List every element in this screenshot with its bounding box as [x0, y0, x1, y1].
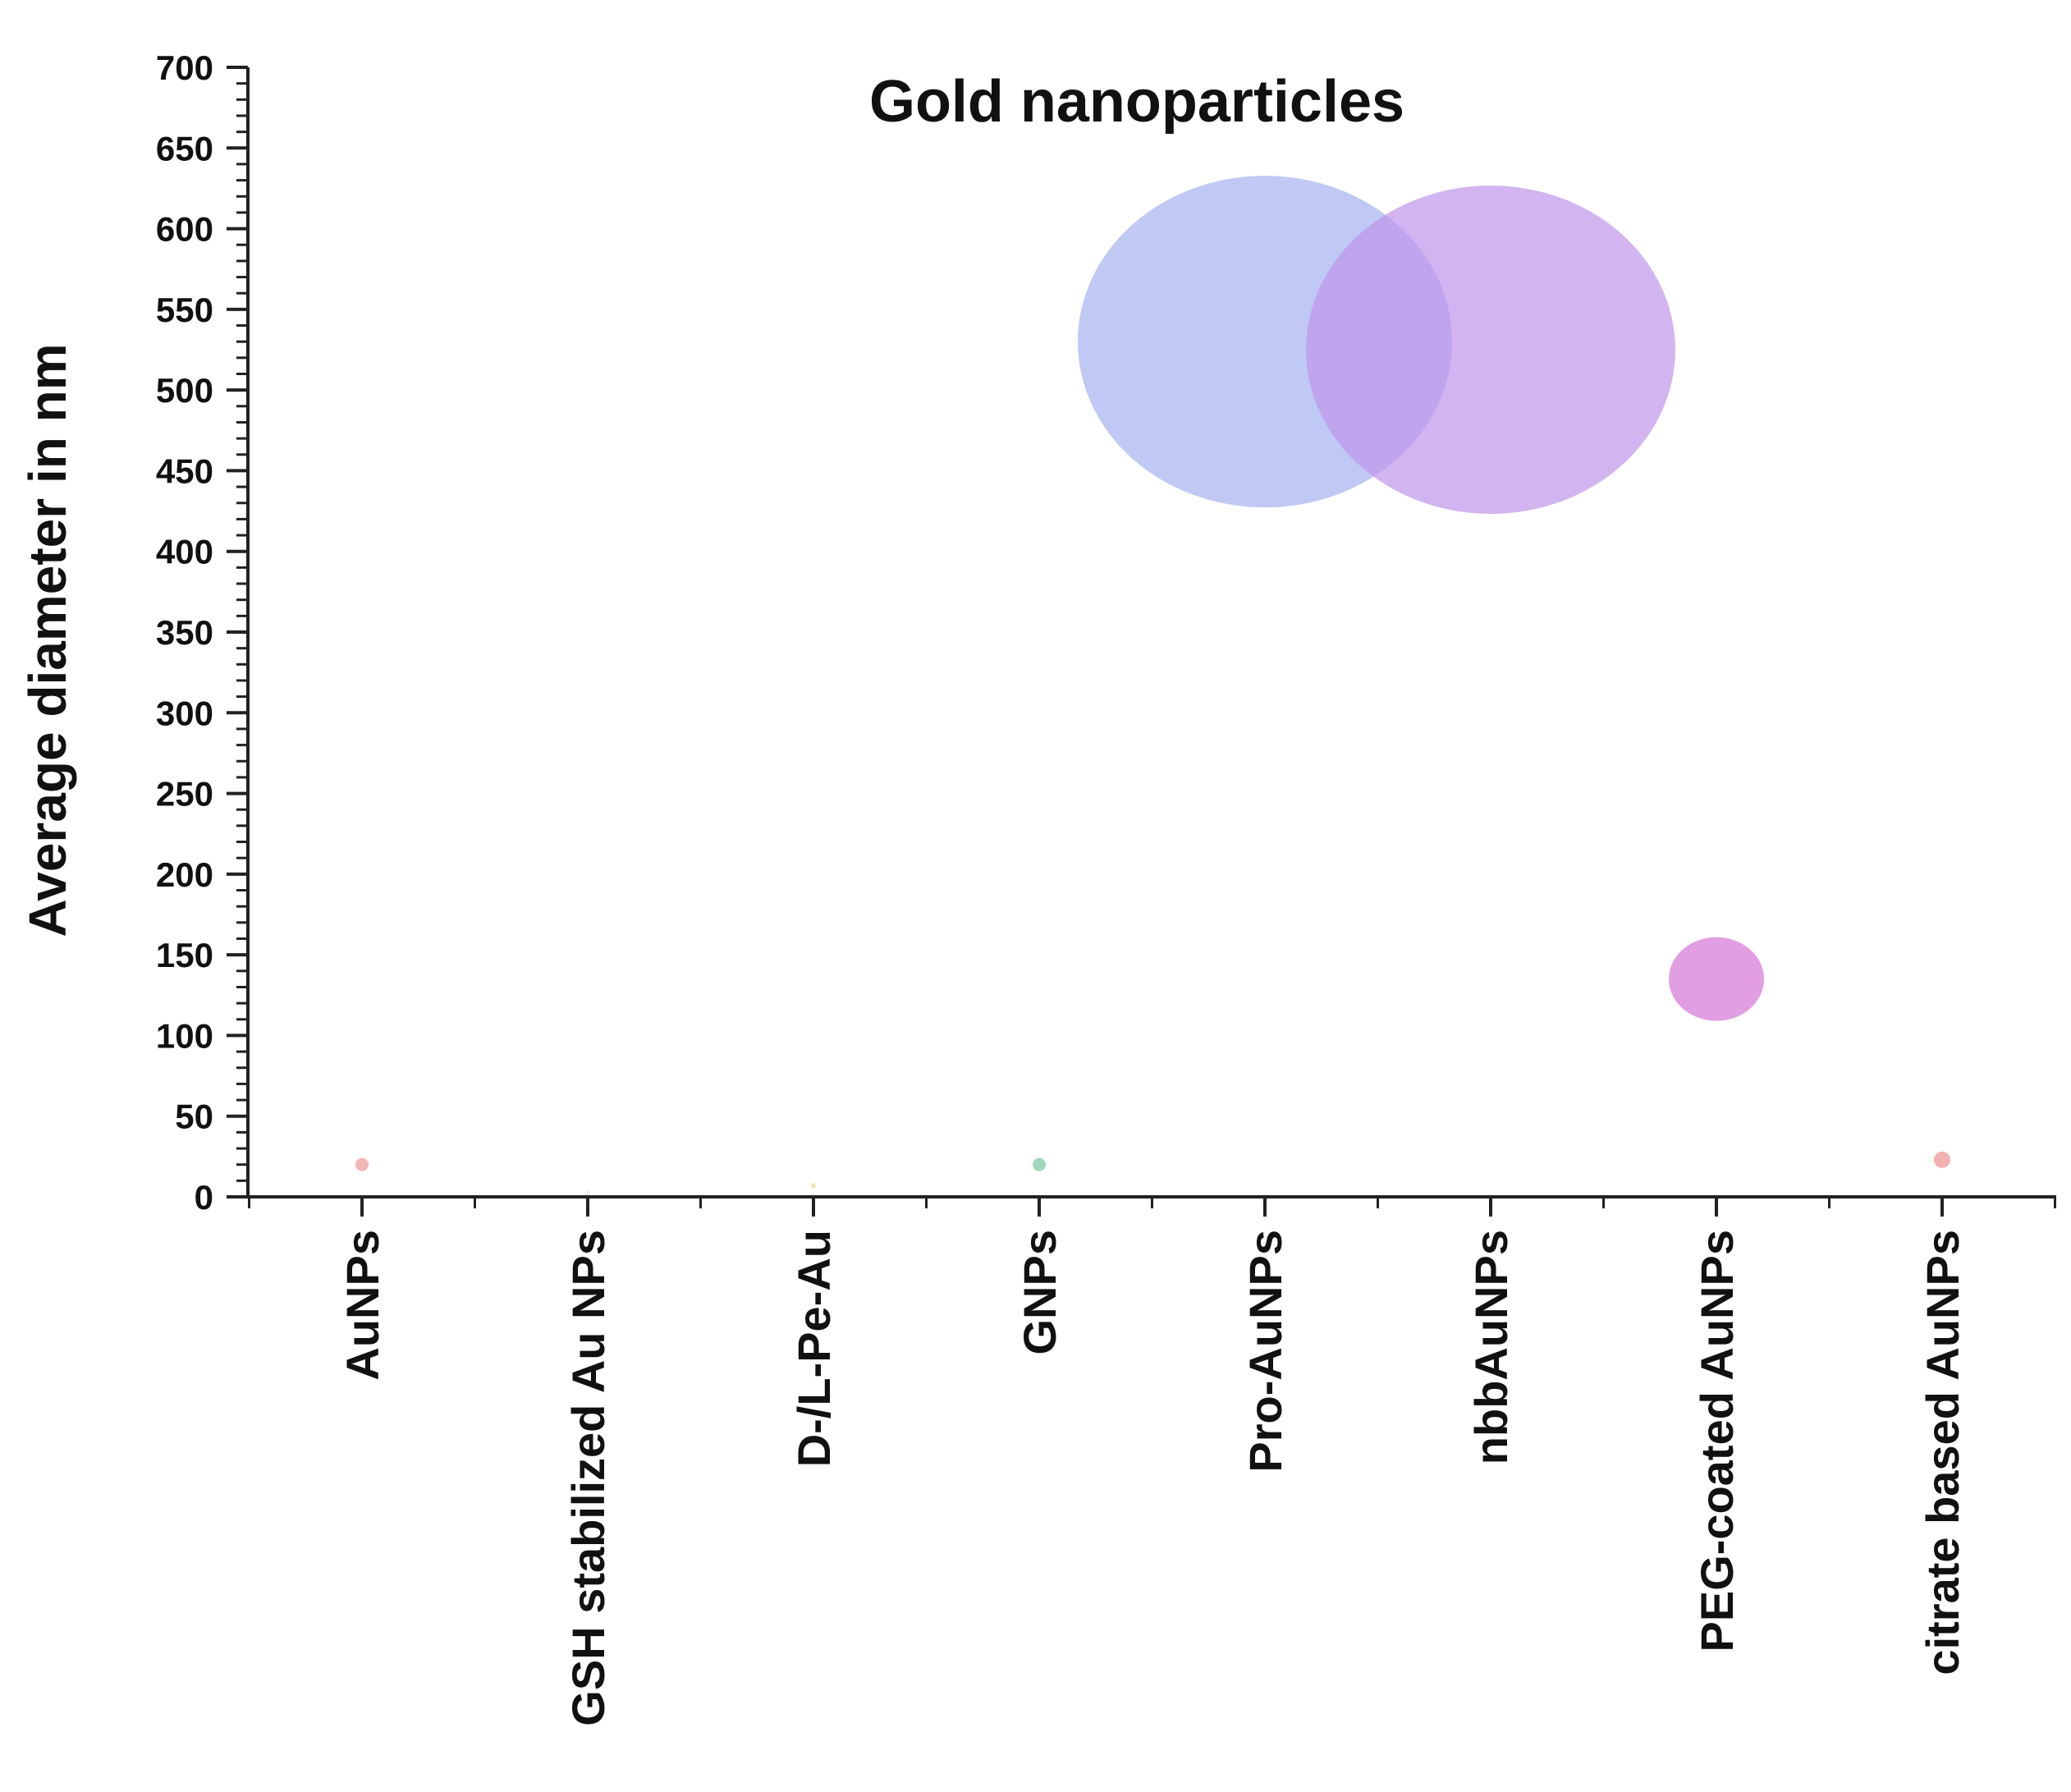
y-tick-label: 300	[156, 694, 213, 732]
x-tick-label: Pro-AuNPs	[1239, 1230, 1291, 1473]
y-tick-label: 650	[156, 129, 213, 167]
y-tick-label: 500	[156, 371, 213, 410]
bubble-peg-coated-aunps	[1669, 937, 1764, 1021]
y-tick-label: 0	[195, 1178, 213, 1217]
bubble-gsh-stabilized-au-nps	[585, 1189, 590, 1195]
x-tick-label: D-/L-Pe-Au	[788, 1230, 840, 1467]
x-tick-label: PEG-coated AuNPs	[1691, 1230, 1743, 1652]
x-tick-label: AuNPs	[337, 1230, 388, 1381]
bubble-d-l-pe-au	[811, 1183, 816, 1189]
y-tick-label: 550	[156, 291, 213, 329]
axes: 0 50 100 150 200 250 300 350 400 450 500 550 600 650 7…	[156, 48, 2056, 1726]
bubble-nbbaunps	[1306, 186, 1675, 514]
x-tick-label: citrate based AuNPs	[1917, 1230, 1968, 1675]
y-tick-label: 200	[156, 855, 213, 894]
y-tick-label: 250	[156, 775, 213, 814]
bubble-aunps	[355, 1157, 369, 1171]
bubble-layer	[355, 176, 1950, 1195]
y-axis-title: Average diameter in nm	[18, 343, 77, 937]
y-tick-label: 50	[175, 1098, 213, 1136]
bubble-gnps	[1033, 1157, 1046, 1171]
y-tick-label: 450	[156, 451, 213, 490]
x-tick-label: GNPs	[1014, 1230, 1065, 1355]
x-tick-label: GSH stabilized Au NPs	[562, 1230, 614, 1726]
y-tick-label: 100	[156, 1016, 213, 1055]
y-tick-label: 400	[156, 533, 213, 571]
y-tick-label: 600	[156, 210, 213, 249]
y-tick-label: 150	[156, 936, 213, 974]
x-tick-label: nbbAuNPs	[1465, 1230, 1517, 1464]
bubble-citrate-based-aunps	[1934, 1151, 1950, 1168]
y-tick-label: 700	[156, 48, 213, 87]
y-tick-label: 350	[156, 613, 213, 652]
chart-title: Gold nanoparticles	[869, 69, 1404, 135]
